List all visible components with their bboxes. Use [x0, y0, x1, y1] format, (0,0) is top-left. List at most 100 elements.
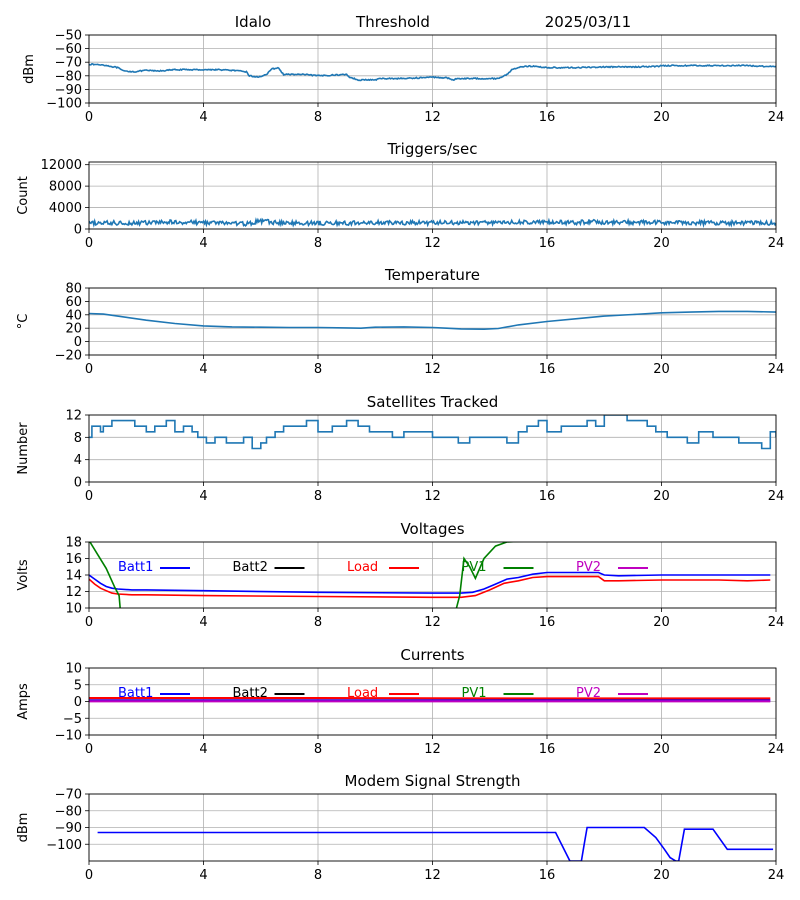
x-tick-label: 12: [424, 236, 441, 251]
header-date: 2025/03/11: [545, 13, 631, 31]
legend-label: PV2: [576, 686, 601, 701]
chart-title: Modem Signal Strength: [345, 772, 521, 790]
header-label: Threshold: [355, 13, 430, 31]
x-tick-label: 0: [85, 742, 93, 757]
y-tick-label: 4000: [49, 201, 82, 216]
x-tick-label: 8: [314, 362, 322, 377]
x-tick-label: 20: [653, 362, 670, 377]
chart-panel-6: 0 4 8 12 16 20 24 −100 −90 −80−70 Modem Signal Str…: [16, 772, 784, 883]
x-tick-label: 24: [768, 742, 785, 757]
legend-label: Load: [347, 560, 378, 575]
y-axis-label: dBm: [16, 813, 31, 843]
y-tick-label: 8000: [49, 180, 82, 195]
x-tick-label: 24: [768, 615, 785, 630]
chart-panel-3: 0 4 8 12 16 20 24 0 4 8 12 Satellites Tracked Number: [16, 393, 784, 504]
series-line-2: [89, 542, 121, 608]
x-tick-label: 24: [768, 489, 785, 504]
y-tick-label: −90: [55, 83, 82, 98]
y-tick-label: −10: [55, 729, 82, 744]
y-axis-label: dBm: [22, 54, 37, 84]
y-tick-label: 18: [65, 536, 82, 551]
y-tick-label: 0: [74, 223, 82, 238]
chart-title: Triggers/sec: [387, 140, 478, 158]
legend-label: Batt1: [118, 686, 153, 701]
x-tick-label: 20: [653, 489, 670, 504]
y-axis-label: Count: [16, 176, 31, 215]
chart-title: Temperature: [384, 266, 480, 284]
x-tick-label: 24: [768, 362, 785, 377]
y-axis-label: Amps: [16, 683, 31, 720]
y-tick-label: 10: [65, 662, 82, 677]
y-tick-label: −80: [55, 69, 82, 84]
legend-label: Batt1: [118, 560, 153, 575]
x-tick-label: 0: [85, 868, 93, 883]
series-line-0: [89, 415, 776, 450]
x-tick-label: 8: [314, 110, 322, 125]
legend-label: PV2: [576, 560, 601, 575]
x-tick-label: 20: [653, 868, 670, 883]
y-tick-label: −5: [63, 712, 82, 727]
y-tick-label: −20: [55, 349, 82, 364]
chart-title: Satellites Tracked: [367, 393, 498, 411]
x-tick-label: 20: [653, 615, 670, 630]
y-tick-label: −70: [55, 788, 82, 803]
y-tick-label: −100: [46, 838, 82, 853]
y-tick-label: −50: [55, 29, 82, 44]
y-tick-label: 4: [74, 453, 82, 468]
x-tick-label: 4: [199, 489, 207, 504]
series-line-0: [89, 571, 771, 594]
x-tick-label: 4: [199, 742, 207, 757]
x-tick-label: 16: [539, 236, 556, 251]
figure-header: Idalo Threshold 2025/03/11: [235, 13, 631, 31]
x-tick-label: 12: [424, 615, 441, 630]
y-axis-label: Volts: [16, 559, 31, 591]
x-tick-label: 12: [424, 489, 441, 504]
x-tick-label: 8: [314, 489, 322, 504]
y-tick-label: 16: [65, 552, 82, 567]
legend-label: Load: [347, 686, 378, 701]
y-tick-label: 60: [65, 295, 82, 310]
x-tick-label: 12: [424, 362, 441, 377]
chart-panel-0: 0 4 8 12 16 20 24 −100−90−80−70−60−50 dBm: [22, 29, 784, 126]
x-tick-label: 4: [199, 868, 207, 883]
x-tick-label: 0: [85, 615, 93, 630]
x-tick-label: 0: [85, 236, 93, 251]
y-tick-label: −60: [55, 42, 82, 57]
y-tick-label: 5: [74, 678, 82, 693]
x-tick-label: 0: [85, 110, 93, 125]
y-tick-label: 12: [65, 409, 82, 424]
x-tick-label: 12: [424, 742, 441, 757]
y-tick-label: 10: [65, 602, 82, 617]
x-tick-label: 4: [199, 110, 207, 125]
y-tick-label: 12000: [41, 158, 82, 173]
y-tick-label: 20: [65, 322, 82, 337]
x-tick-label: 16: [539, 868, 556, 883]
series-line-0: [97, 826, 774, 861]
series-line-1: [89, 575, 771, 599]
y-tick-label: −70: [55, 56, 82, 71]
x-tick-label: 16: [539, 742, 556, 757]
y-axis-label: Number: [16, 422, 31, 475]
legend-label: PV1: [462, 560, 487, 575]
x-tick-label: 8: [314, 615, 322, 630]
x-tick-label: 4: [199, 362, 207, 377]
x-tick-label: 20: [653, 742, 670, 757]
x-tick-label: 20: [653, 110, 670, 125]
x-tick-label: 4: [199, 615, 207, 630]
x-tick-label: 16: [539, 362, 556, 377]
series-line-0: [89, 217, 776, 229]
x-tick-label: 24: [768, 236, 785, 251]
x-tick-label: 16: [539, 110, 556, 125]
x-tick-label: 8: [314, 868, 322, 883]
legend-label: Batt2: [233, 686, 268, 701]
y-tick-label: 12: [65, 585, 82, 600]
series-line-0: [89, 310, 776, 331]
y-tick-label: 80: [65, 282, 82, 297]
chart-panel-1: 0 4 8 12 16 20 24 0 4000 8000 12000 Triggers/sec Cou…: [16, 140, 784, 251]
y-tick-label: −90: [55, 821, 82, 836]
y-tick-label: 0: [74, 335, 82, 350]
chart-title: Voltages: [400, 520, 464, 538]
x-tick-label: 24: [768, 110, 785, 125]
